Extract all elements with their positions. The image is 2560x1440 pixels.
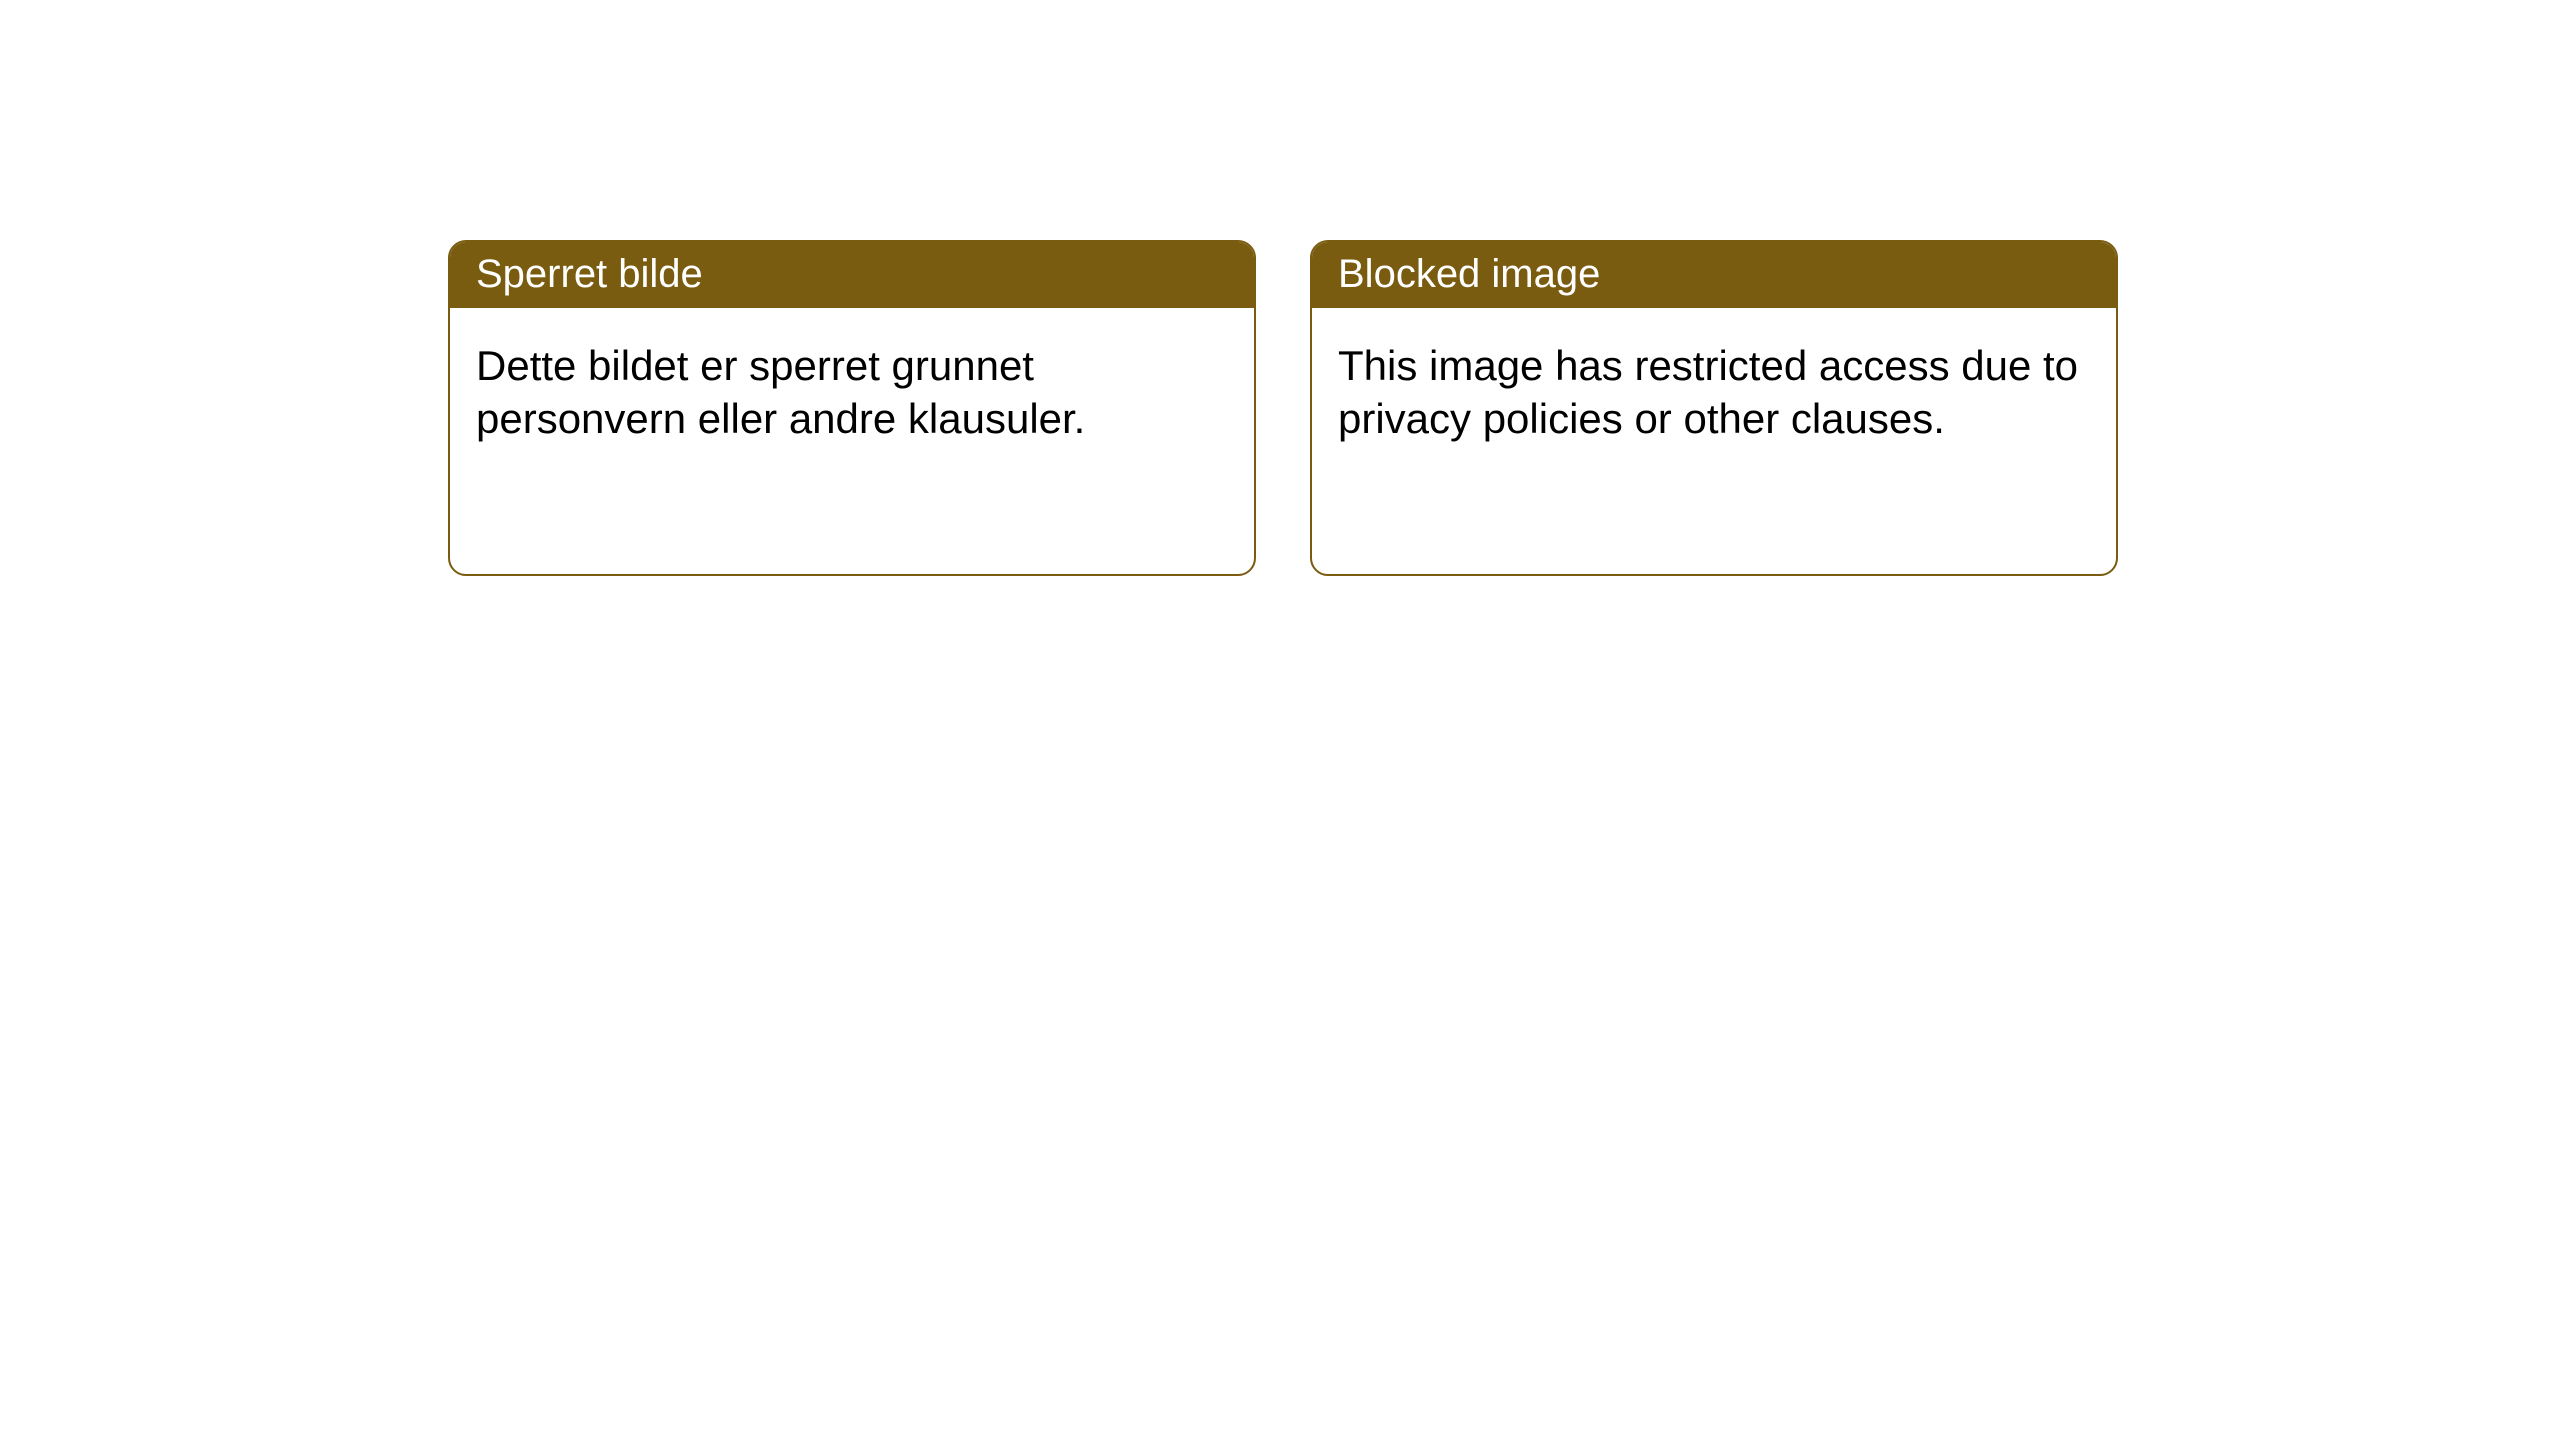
notice-card-title-no: Sperret bilde: [450, 242, 1254, 308]
notice-card-en: Blocked image This image has restricted …: [1310, 240, 2118, 576]
notice-card-no: Sperret bilde Dette bildet er sperret gr…: [448, 240, 1256, 576]
notice-card-title-en: Blocked image: [1312, 242, 2116, 308]
card-row: Sperret bilde Dette bildet er sperret gr…: [0, 0, 2560, 576]
notice-card-body-no: Dette bildet er sperret grunnet personve…: [450, 308, 1254, 471]
notice-card-body-en: This image has restricted access due to …: [1312, 308, 2116, 471]
